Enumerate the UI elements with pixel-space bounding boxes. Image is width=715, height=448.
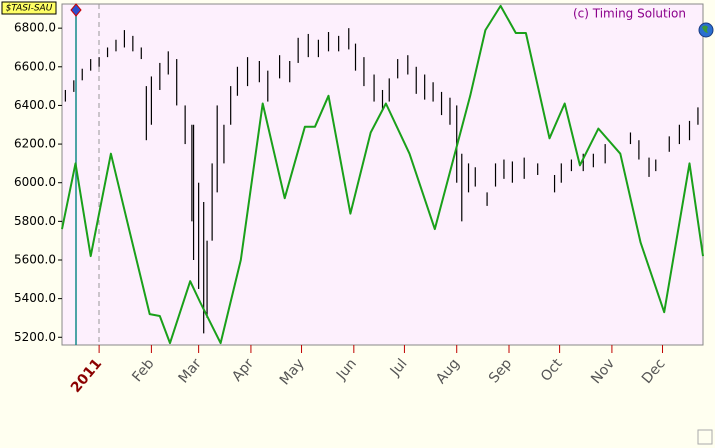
x-tick-label: Feb bbox=[129, 356, 157, 385]
x-tick-label: Apr bbox=[229, 356, 257, 385]
y-tick-label: 5800.0 bbox=[14, 214, 56, 228]
y-tick-label: 6200.0 bbox=[14, 137, 56, 151]
x-tick-label: Nov bbox=[588, 356, 618, 387]
y-tick-label: 5200.0 bbox=[14, 330, 56, 344]
y-tick-label: 6400.0 bbox=[14, 98, 56, 112]
chart-title: $TASI-SAU bbox=[6, 4, 53, 14]
resize-handle[interactable] bbox=[697, 429, 713, 445]
y-tick-label: 5400.0 bbox=[14, 291, 56, 305]
globe-land bbox=[702, 25, 708, 33]
cycle-line bbox=[61, 4, 704, 345]
x-tick-label: Aug bbox=[433, 356, 463, 387]
annotation: (c) Timing Solution bbox=[573, 7, 686, 21]
x-tick-label: Sep bbox=[486, 356, 515, 387]
plot-area bbox=[61, 3, 704, 346]
y-tick-label: 6000.0 bbox=[14, 175, 56, 189]
y-tick-label: 5600.0 bbox=[14, 252, 56, 266]
y-tick-label: 6600.0 bbox=[14, 59, 56, 73]
x-tick-label: Jul bbox=[387, 356, 411, 380]
cursor-marker bbox=[70, 3, 82, 17]
x-tick-label: 2011 bbox=[68, 356, 105, 396]
title-box bbox=[1, 1, 57, 15]
x-tick-label: May bbox=[277, 356, 308, 388]
x-tick-label: Mar bbox=[176, 356, 205, 387]
x-tick-label: Jun bbox=[333, 356, 360, 384]
x-tick-label: Oct bbox=[538, 355, 566, 384]
x-tick-label: Dec bbox=[639, 356, 669, 387]
y-tick-label: 6800.0 bbox=[14, 21, 56, 35]
